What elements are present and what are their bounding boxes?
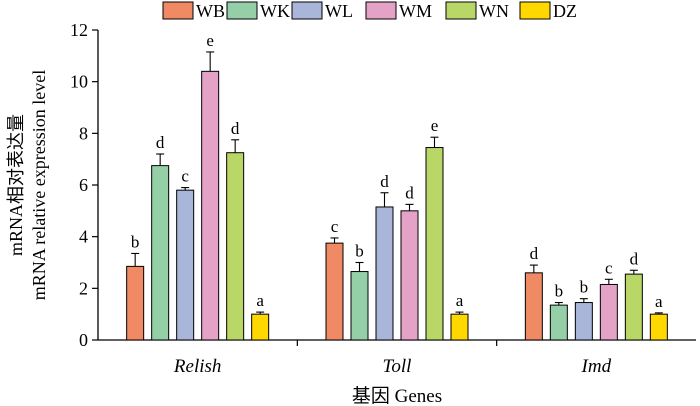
- bar: [599, 283, 618, 341]
- legend-swatch: [519, 1, 551, 20]
- bar: [151, 165, 170, 341]
- bar: [176, 189, 195, 341]
- significance-label: c: [181, 167, 189, 186]
- y-axis-label-chinese: mRNA相对表达量: [6, 114, 26, 256]
- y-axis-label-english: mRNA relative expression level: [29, 70, 49, 300]
- bar: [549, 304, 568, 341]
- bar: [226, 152, 245, 341]
- bar: [425, 147, 444, 341]
- y-tick-label: 12: [70, 20, 88, 40]
- legend-swatch: [291, 1, 323, 20]
- bar: [400, 210, 419, 341]
- y-tick-label: 0: [79, 330, 88, 350]
- legend: WB WK WL WM WN DZ: [162, 1, 577, 21]
- y-tick-label: 6: [79, 175, 88, 195]
- x-axis: Relish Toll Imd: [98, 339, 696, 377]
- significance-label: b: [131, 232, 140, 251]
- legend-swatch: [162, 1, 194, 20]
- legend-label: WM: [399, 1, 432, 21]
- bar: [524, 272, 543, 341]
- significance-label: e: [431, 116, 439, 135]
- legend-swatch: [365, 1, 397, 20]
- y-tick-label: 4: [79, 227, 88, 247]
- bar: [201, 70, 220, 341]
- bar: [350, 271, 369, 341]
- significance-label: d: [231, 119, 240, 138]
- legend-label: WB: [196, 1, 225, 21]
- significance-label: a: [256, 291, 264, 310]
- bar: [325, 242, 344, 341]
- bar: [375, 206, 394, 341]
- category-label: Toll: [383, 356, 412, 377]
- bar: [126, 265, 145, 341]
- significance-label: d: [630, 249, 639, 268]
- x-axis-label: 基因 Genes: [352, 385, 442, 406]
- legend-swatch: [226, 1, 258, 20]
- category-label: Relish: [173, 356, 222, 377]
- significance-label: c: [331, 217, 339, 236]
- significance-label: d: [530, 244, 539, 263]
- significance-label: c: [605, 258, 613, 277]
- bar: [251, 313, 270, 341]
- bar: [574, 302, 593, 341]
- significance-label: b: [355, 242, 364, 261]
- significance-label: e: [206, 31, 214, 50]
- significance-label: d: [380, 172, 389, 191]
- significance-label: b: [555, 282, 564, 301]
- category-label: Imd: [581, 356, 612, 377]
- bar: [450, 313, 469, 341]
- legend-label: WK: [260, 1, 290, 21]
- legend-label: DZ: [553, 1, 577, 21]
- legend-label: WN: [479, 1, 509, 21]
- significance-label: a: [456, 291, 464, 310]
- legend-label: WL: [325, 1, 353, 21]
- significance-label: d: [405, 183, 414, 202]
- significance-label: d: [156, 133, 165, 152]
- significance-label: b: [580, 278, 589, 297]
- y-axis: 0 2 4 6 8 10 12: [70, 20, 99, 350]
- y-tick-label: 10: [70, 72, 88, 92]
- significance-label: a: [655, 292, 663, 311]
- y-tick-label: 2: [79, 278, 88, 298]
- bar: [649, 313, 668, 341]
- bar: [624, 273, 643, 341]
- y-tick-label: 8: [79, 123, 88, 143]
- legend-swatch: [445, 1, 477, 20]
